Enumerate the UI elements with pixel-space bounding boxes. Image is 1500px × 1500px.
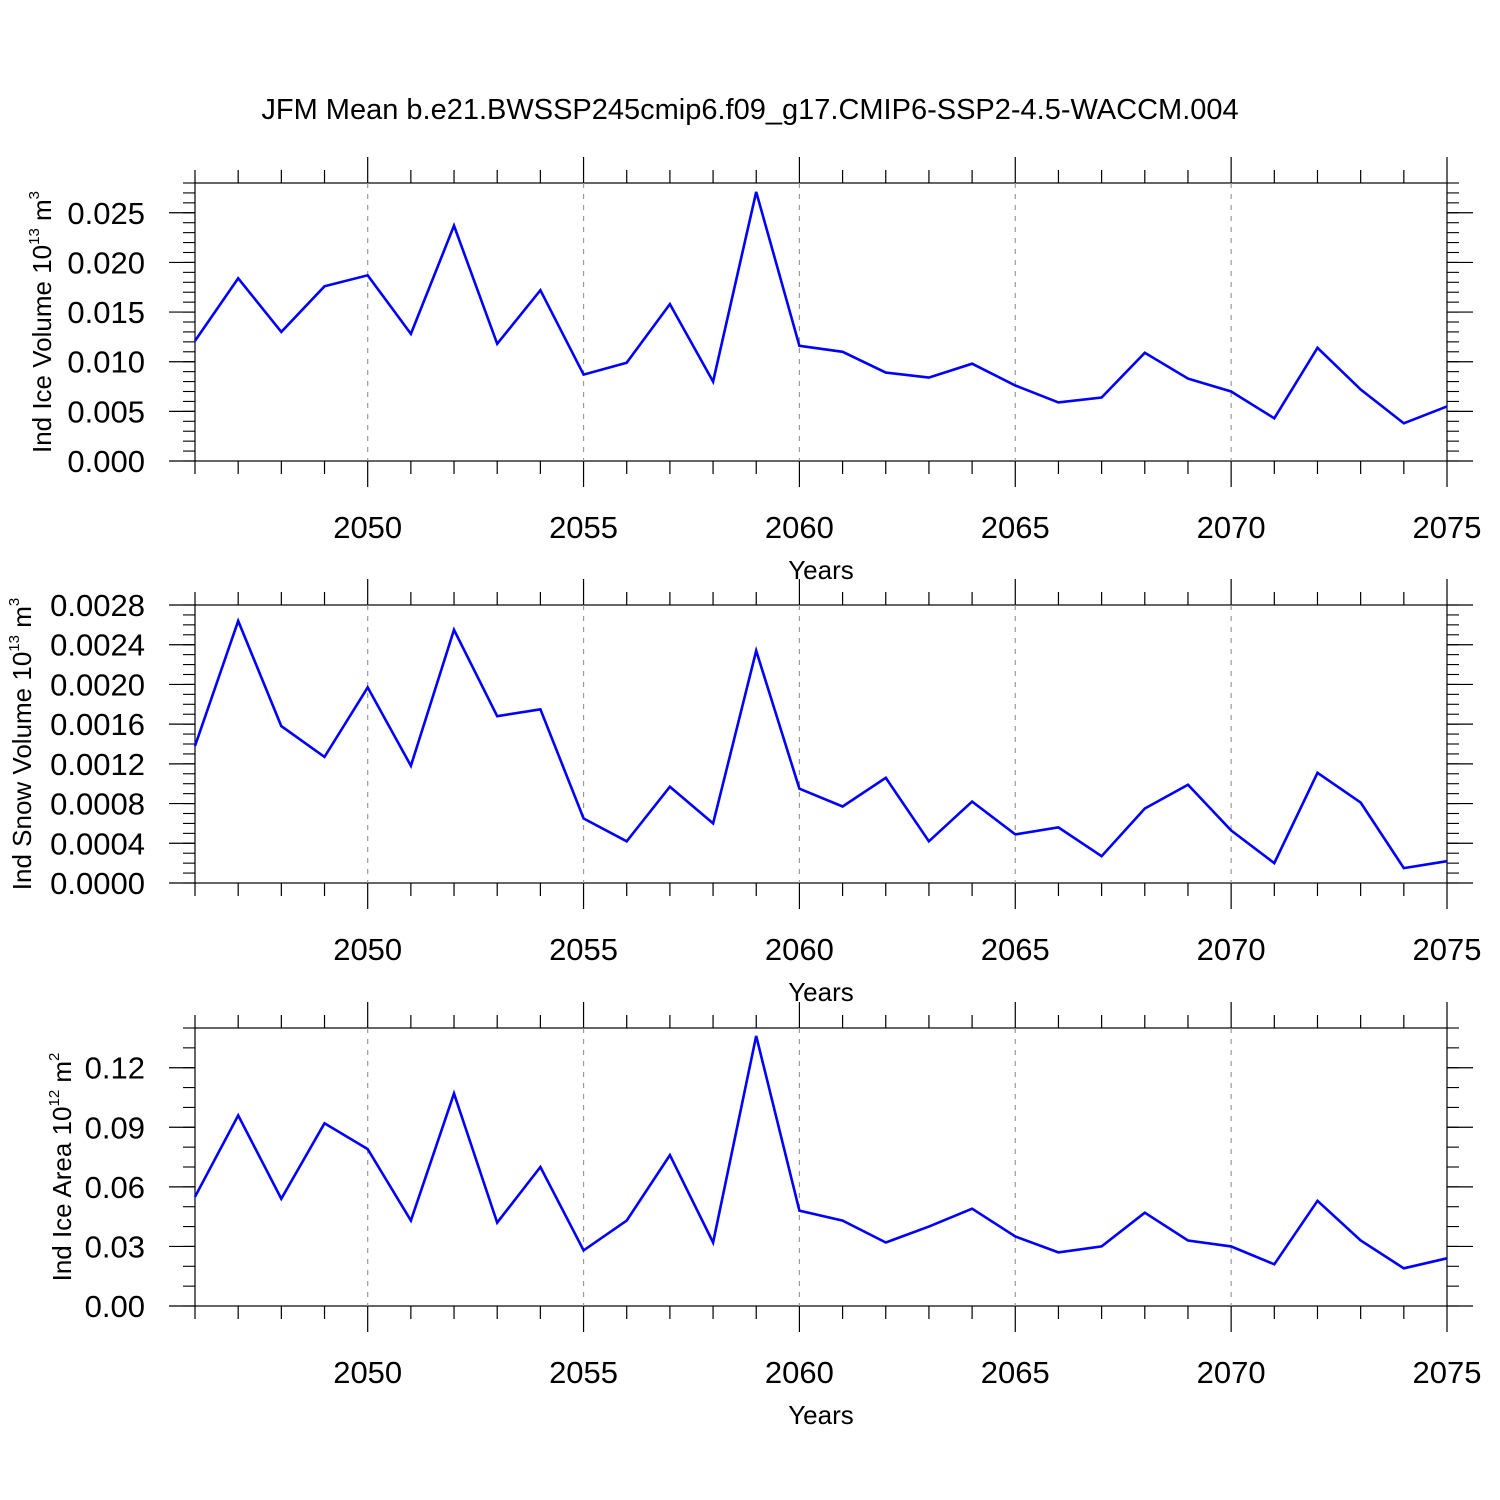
x-tick-label: 2060 <box>765 510 834 545</box>
y-tick-label: 0.0016 <box>50 707 145 742</box>
panel-1: 0.000 0.005 0.010 0.015 0.020 0.025 2050 2055 20… <box>26 157 1481 585</box>
x-tick-label: 2070 <box>1197 510 1266 545</box>
x-tick-label: 2060 <box>765 1355 834 1390</box>
y-tick-label: 0.015 <box>67 295 145 330</box>
y-tick-label: 0.12 <box>85 1051 145 1086</box>
x-tick-label: 2075 <box>1413 932 1482 967</box>
y-tick-label: 0.0008 <box>50 787 145 822</box>
y-tick-label: 0.0000 <box>50 866 145 901</box>
y-axis-label: Ind Ice Area 1012 m2 <box>46 1053 77 1282</box>
x-tick-label: 2065 <box>981 1355 1050 1390</box>
y-tick-label: 0.010 <box>67 345 145 380</box>
x-tick-label: 2070 <box>1197 1355 1266 1390</box>
series-line <box>193 617 1448 870</box>
series-line <box>193 1035 1448 1270</box>
y-tick-label: 0.0024 <box>50 628 145 663</box>
y-tick-label: 0.020 <box>67 245 145 280</box>
x-tick-label: 2060 <box>765 932 834 967</box>
panel-2: 0.0000 0.0004 0.0008 0.0012 0.0016 0.0020 0.00… <box>6 579 1481 1007</box>
panels: 0.000 0.005 0.010 0.015 0.020 0.025 2050 2055 20… <box>6 157 1481 1430</box>
y-tick-label: 0.005 <box>67 394 145 429</box>
y-tick-label: 0.09 <box>85 1110 145 1145</box>
x-tick-label: 2050 <box>333 932 402 967</box>
y-tick-label: 0.06 <box>85 1170 145 1205</box>
y-tick-label: 0.0012 <box>50 747 145 782</box>
figure-title: JFM Mean b.e21.BWSSP245cmip6.f09_g17.CMI… <box>261 94 1238 126</box>
x-axis-label: Years <box>788 977 854 1007</box>
x-tick-label: 2050 <box>333 1355 402 1390</box>
x-tick-label: 2055 <box>549 1355 618 1390</box>
x-tick-label: 2050 <box>333 510 402 545</box>
x-tick-label: 2065 <box>981 932 1050 967</box>
panel-3: 0.00 0.03 0.06 0.09 0.12 2050 2055 2060 2065 2070… <box>46 1002 1481 1430</box>
series-line <box>193 191 1448 425</box>
y-tick-label: 0.0020 <box>50 667 145 702</box>
x-tick-label: 2055 <box>549 510 618 545</box>
x-tick-label: 2065 <box>981 510 1050 545</box>
x-axis-label: Years <box>788 555 854 585</box>
x-axis-label: Years <box>788 1400 854 1430</box>
y-tick-label: 0.000 <box>67 444 145 479</box>
x-tick-label: 2075 <box>1413 1355 1482 1390</box>
x-tick-label: 2075 <box>1413 510 1482 545</box>
y-tick-label: 0.00 <box>85 1289 145 1324</box>
y-tick-label: 0.0004 <box>50 826 145 861</box>
y-axis-label: Ind Ice Volume 1013 m3 <box>26 191 57 453</box>
y-tick-label: 0.0028 <box>50 588 145 623</box>
y-tick-label: 0.025 <box>67 196 145 231</box>
y-tick-label: 0.03 <box>85 1229 145 1264</box>
x-tick-label: 2055 <box>549 932 618 967</box>
x-tick-label: 2070 <box>1197 932 1266 967</box>
y-axis-label: Ind Snow Volume 1013 m3 <box>6 598 37 890</box>
